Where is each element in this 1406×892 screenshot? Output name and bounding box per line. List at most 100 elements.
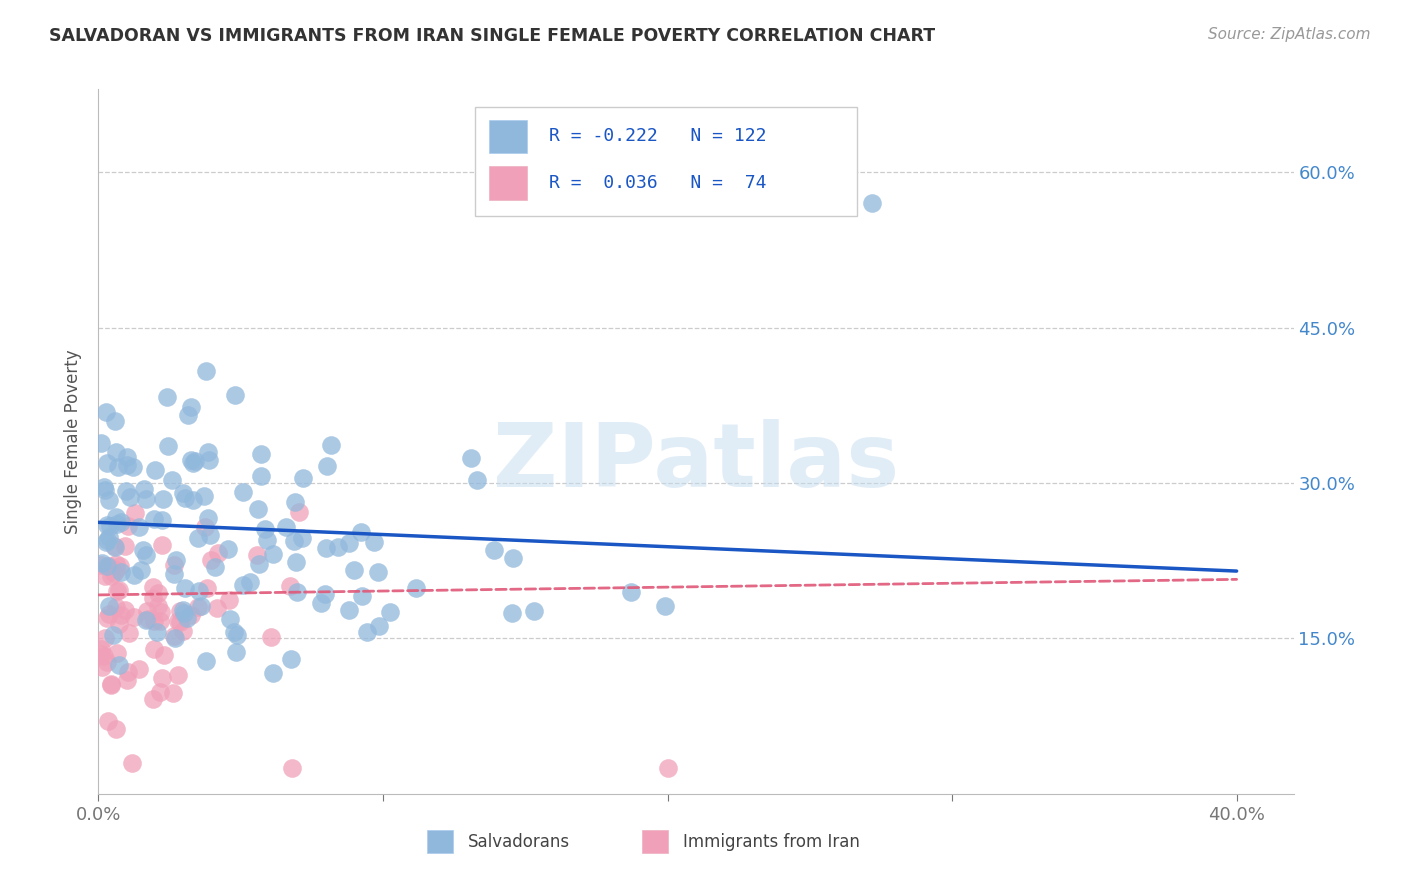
Point: [135, 492, 157, 507]
Point: [174, 582, 197, 596]
Point: [128, 662, 150, 676]
Point: [115, 450, 138, 464]
Point: [280, 652, 302, 666]
Point: [104, 722, 127, 736]
Point: [253, 522, 276, 536]
Point: [367, 619, 389, 633]
Point: [482, 542, 505, 557]
Point: [94, 535, 117, 549]
Point: [143, 512, 166, 526]
Point: [142, 692, 165, 706]
Point: [205, 601, 228, 615]
Point: [98, 492, 121, 507]
Point: [281, 761, 304, 775]
Point: [288, 505, 311, 519]
Point: [98, 519, 121, 533]
Bar: [643, 830, 668, 854]
Point: [117, 665, 139, 679]
Point: [172, 603, 194, 617]
Point: [218, 592, 240, 607]
Point: [152, 491, 174, 506]
Point: [149, 614, 172, 628]
Point: [291, 471, 314, 485]
Point: [93, 480, 115, 494]
Point: [110, 565, 132, 579]
Point: [143, 614, 166, 628]
Point: [193, 489, 215, 503]
Point: [117, 519, 139, 533]
Point: [177, 408, 200, 422]
Point: [96, 457, 118, 471]
Point: [173, 606, 195, 620]
Point: [278, 579, 301, 593]
Point: [523, 604, 546, 618]
Point: [103, 539, 125, 553]
Point: [114, 483, 136, 498]
Point: [250, 448, 273, 462]
Point: [98, 530, 121, 544]
Point: [260, 630, 283, 644]
Point: [169, 615, 191, 629]
Point: [405, 581, 427, 595]
Point: [90, 642, 112, 657]
Point: [197, 445, 219, 459]
Point: [207, 546, 229, 560]
Point: [143, 641, 166, 656]
Point: [110, 608, 132, 623]
Point: [167, 668, 190, 682]
Point: [249, 468, 271, 483]
Point: [101, 628, 124, 642]
Point: [90, 558, 112, 572]
Point: [363, 535, 385, 549]
Point: [180, 608, 202, 623]
Point: [103, 540, 125, 554]
Point: [166, 614, 188, 628]
Point: [108, 583, 131, 598]
Point: [187, 599, 209, 614]
Point: [316, 458, 339, 473]
Point: [283, 534, 305, 549]
Point: [163, 632, 186, 646]
Point: [194, 364, 217, 378]
Point: [620, 584, 643, 599]
Point: [262, 547, 284, 561]
Point: [114, 539, 136, 553]
Point: [104, 414, 127, 428]
Point: [314, 587, 336, 601]
Point: [249, 558, 271, 572]
Point: [136, 612, 159, 626]
Point: [142, 580, 165, 594]
Bar: [489, 120, 527, 153]
Point: [110, 515, 132, 529]
Point: [274, 519, 297, 533]
Point: [105, 516, 128, 531]
Point: [108, 617, 131, 632]
Point: [98, 559, 121, 574]
Point: [94, 483, 117, 497]
Text: Source: ZipAtlas.com: Source: ZipAtlas.com: [1208, 27, 1371, 42]
Text: Immigrants from Iran: Immigrants from Iran: [683, 833, 859, 851]
Point: [107, 460, 129, 475]
Point: [131, 543, 153, 558]
Text: R = -0.222   N = 122: R = -0.222 N = 122: [548, 128, 766, 145]
Point: [337, 535, 360, 549]
Point: [284, 495, 307, 509]
Point: [195, 654, 218, 668]
Text: SALVADORAN VS IMMIGRANTS FROM IRAN SINGLE FEMALE POVERTY CORRELATION CHART: SALVADORAN VS IMMIGRANTS FROM IRAN SINGL…: [49, 27, 935, 45]
Point: [162, 685, 184, 699]
Point: [105, 647, 128, 661]
Point: [350, 589, 373, 603]
Point: [165, 553, 187, 567]
Point: [105, 445, 128, 459]
Point: [256, 533, 278, 548]
Point: [200, 552, 222, 566]
Point: [224, 387, 246, 401]
Point: [104, 600, 127, 615]
Point: [124, 610, 146, 624]
Point: [121, 756, 143, 771]
Point: [135, 613, 157, 627]
Point: [194, 519, 217, 533]
Point: [91, 556, 114, 570]
Point: [118, 626, 141, 640]
Point: [94, 569, 117, 583]
